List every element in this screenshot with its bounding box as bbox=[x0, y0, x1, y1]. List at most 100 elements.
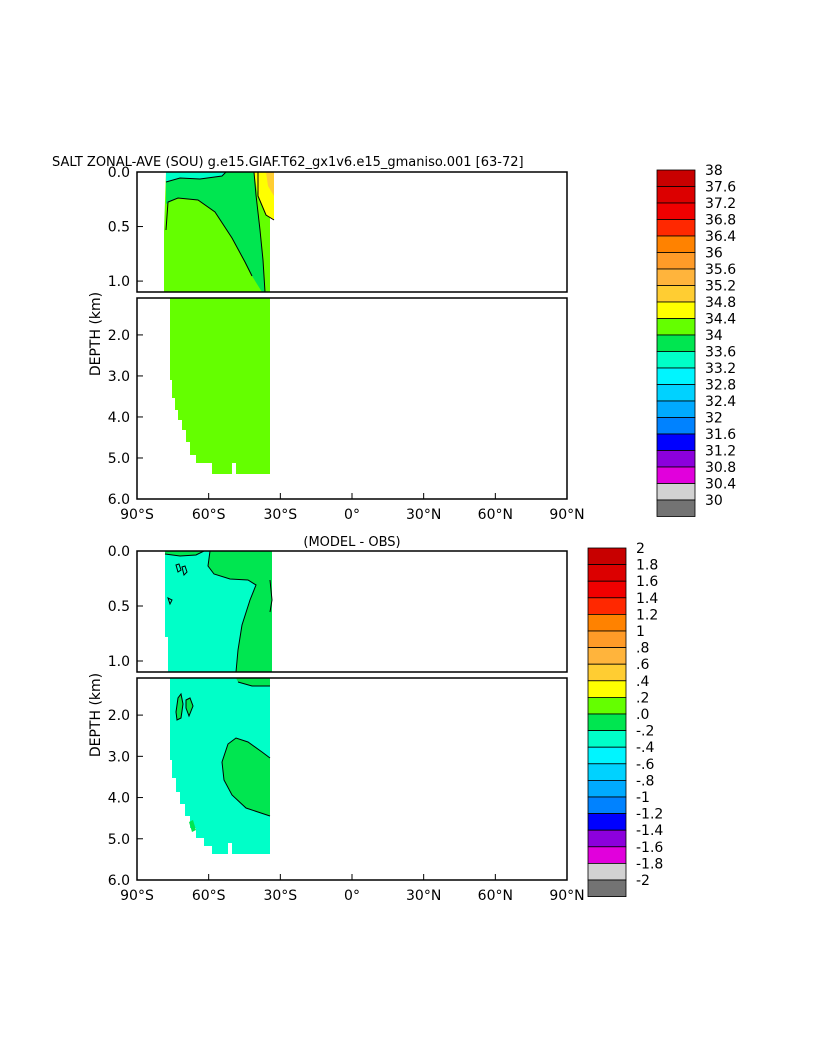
colorbar-label: .0 bbox=[636, 707, 649, 723]
colorbar-swatch bbox=[656, 285, 696, 303]
colorbar-swatch bbox=[656, 219, 696, 237]
colorbar-label: 1.4 bbox=[636, 591, 658, 607]
x-tick-label: 60°S bbox=[192, 507, 226, 523]
colorbar-label: -1.6 bbox=[636, 840, 663, 856]
colorbar-label: 33.6 bbox=[705, 345, 736, 361]
contour bbox=[221, 761, 271, 817]
colorbar-label: 37.2 bbox=[705, 196, 736, 212]
upper-panel-fill bbox=[164, 551, 273, 672]
colorbar-label: .2 bbox=[636, 690, 649, 706]
field-35.2-35.6 bbox=[266, 172, 274, 196]
colorbar-swatch bbox=[587, 597, 627, 615]
x-tick-label: 60°N bbox=[478, 507, 513, 523]
colorbar-swatch bbox=[587, 647, 627, 665]
colorbar-swatch bbox=[656, 202, 696, 220]
colorbar-label: -.8 bbox=[636, 773, 654, 789]
colorbar: 3837.637.236.836.43635.635.234.834.43433… bbox=[656, 163, 736, 517]
x-tick-label: 90°N bbox=[549, 507, 584, 523]
colorbar-swatch bbox=[656, 499, 696, 517]
colorbar-swatch bbox=[656, 483, 696, 501]
colorbar-label: 35.2 bbox=[705, 279, 736, 295]
x-tick-label: 90°N bbox=[549, 888, 584, 904]
contour bbox=[269, 579, 273, 613]
colorbar-swatch bbox=[587, 829, 627, 848]
contour bbox=[237, 681, 270, 687]
colorbar-swatch bbox=[587, 796, 627, 815]
contour bbox=[167, 597, 173, 606]
colorbar-swatch bbox=[587, 846, 627, 864]
colorbar-label: -.6 bbox=[636, 757, 655, 773]
contour bbox=[175, 563, 182, 573]
salinity-chart: SALT ZONAL-AVE (SOU) g.e15.GIAF.T62_gx1v… bbox=[52, 155, 736, 523]
colorbar-label: 2 bbox=[636, 541, 645, 557]
colorbar-swatch bbox=[587, 697, 627, 715]
colorbar-label: 35.6 bbox=[705, 262, 736, 278]
colorbar-label: -1.2 bbox=[636, 807, 663, 823]
colorbar-label: 34.4 bbox=[705, 312, 736, 328]
contour bbox=[165, 172, 227, 183]
colorbar-swatch bbox=[656, 169, 696, 187]
upper-panel-fill bbox=[164, 172, 275, 292]
colorbar-label: 37.6 bbox=[705, 180, 736, 196]
x-tick-label: 90°S bbox=[120, 888, 154, 904]
y-tick-label: 2.0 bbox=[108, 328, 130, 344]
contour bbox=[165, 197, 253, 277]
contour bbox=[253, 172, 266, 292]
difference-chart: (MODEL - OBS) DEPTH (km bbox=[88, 535, 663, 904]
y-tick-label: 2.0 bbox=[108, 708, 130, 724]
colorbar-swatch bbox=[656, 450, 696, 468]
colorbar-label: .4 bbox=[636, 674, 649, 690]
x-tick-label: 0° bbox=[344, 507, 360, 523]
colorbar-label: 30.8 bbox=[705, 460, 736, 476]
colorbar-swatch bbox=[656, 351, 696, 369]
colorbar-label: 30 bbox=[705, 493, 723, 509]
y-tick-label: 1.0 bbox=[108, 654, 130, 670]
x-axis: 90°S 60°S 30°S 0° 30°N 60°N 90°N bbox=[120, 493, 585, 523]
colorbar-swatch bbox=[587, 879, 627, 898]
y-axis: 0.0 0.5 1.0 2.0 3.0 4.0 5.0 6.0 bbox=[108, 544, 143, 889]
contour bbox=[175, 692, 184, 721]
x-tick-label: 0° bbox=[344, 888, 360, 904]
colorbar-swatch bbox=[656, 433, 696, 451]
y-tick-label: 0.5 bbox=[108, 220, 130, 236]
colorbar-label: .8 bbox=[636, 641, 649, 657]
colorbar-label: 31.6 bbox=[705, 427, 736, 443]
colorbar-swatch bbox=[587, 863, 627, 881]
field-neg0.2-0 bbox=[170, 678, 270, 854]
y-tick-label: 4.0 bbox=[108, 410, 130, 426]
y-axis: 0.0 0.5 1.0 2.0 3.0 4.0 5.0 6.0 bbox=[108, 165, 143, 508]
x-tick-label: 30°N bbox=[406, 507, 441, 523]
y-tick-label: 0.5 bbox=[108, 599, 130, 615]
x-axis: 90°S 60°S 30°S 0° 30°N 60°N 90°N bbox=[120, 874, 585, 904]
colorbar-label: 33.2 bbox=[705, 361, 736, 377]
colorbar-swatch bbox=[656, 334, 696, 352]
colorbar-label: -1 bbox=[636, 790, 650, 806]
colorbar-swatch bbox=[587, 763, 627, 781]
x-tick-label: 90°S bbox=[120, 507, 154, 523]
contour bbox=[181, 565, 188, 576]
colorbar-label: .6 bbox=[636, 657, 649, 673]
colorbar-label: 36 bbox=[705, 246, 723, 262]
y-tick-label: 6.0 bbox=[108, 873, 130, 889]
colorbar-swatch bbox=[587, 580, 627, 599]
colorbar-label: 34 bbox=[705, 328, 723, 344]
y-tick-label: 3.0 bbox=[108, 369, 130, 385]
colorbar-label: -.4 bbox=[636, 740, 655, 756]
y-tick-label: 0.0 bbox=[108, 544, 130, 560]
colorbar-swatch bbox=[656, 367, 696, 385]
colorbar-label: 32 bbox=[705, 411, 723, 427]
field-34.4-34.8 bbox=[166, 172, 265, 292]
colorbar-label: -1.8 bbox=[636, 856, 663, 872]
colorbar-label: 32.4 bbox=[705, 394, 736, 410]
colorbar-swatch bbox=[656, 268, 696, 286]
colorbar-swatch bbox=[656, 235, 696, 253]
colorbar-swatch bbox=[587, 630, 627, 649]
x-tick-label: 30°N bbox=[406, 888, 441, 904]
colorbar-swatch bbox=[656, 400, 696, 418]
colorbar: 21.81.61.41.21.8.6.4.2.0-.2-.4-.6-.8-1-1… bbox=[587, 541, 663, 898]
y-tick-label: 5.0 bbox=[108, 832, 130, 848]
y-tick-label: 3.0 bbox=[108, 749, 130, 765]
contour bbox=[185, 697, 194, 718]
contour bbox=[221, 737, 271, 763]
